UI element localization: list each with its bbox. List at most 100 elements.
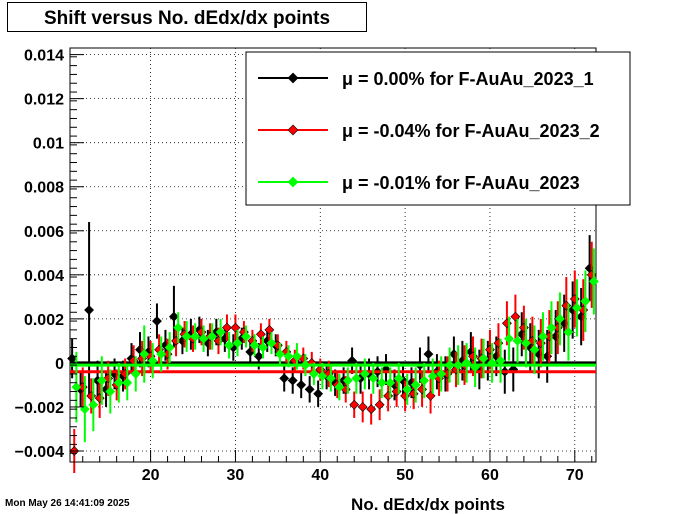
legend-label: μ = -0.04% for F-AuAu_2023_2 (342, 121, 600, 141)
data-point (313, 388, 324, 399)
data-point (173, 322, 184, 333)
data-point (222, 322, 232, 333)
footer-timestamp: Mon May 26 14:41:09 2025 (5, 498, 130, 509)
data-point (555, 313, 565, 324)
data-point (485, 344, 495, 355)
data-point (546, 322, 557, 333)
data-point (461, 357, 472, 368)
series-3 (70, 248, 599, 443)
data-point (383, 391, 394, 401)
data-point (529, 344, 540, 355)
data-point (325, 373, 336, 384)
data-point (207, 331, 218, 342)
data-point (563, 327, 574, 337)
chart-title: Shift versus No. dEdx/dx points (43, 8, 331, 29)
data-point (253, 351, 264, 362)
data-point (86, 391, 97, 401)
data-point (493, 338, 504, 349)
data-point (512, 335, 523, 346)
data-point (569, 294, 580, 304)
data-point (357, 402, 368, 412)
data-point (538, 331, 548, 342)
y-tick-label: −0.004 (15, 444, 64, 461)
data-point (436, 368, 447, 379)
data-point (542, 351, 553, 362)
data-point (304, 384, 315, 395)
legend: μ = 0.00% for F-AuAu_2023_1 μ = -0.04% fo… (245, 51, 631, 206)
y-tick-label: 0.006 (24, 224, 64, 241)
legend-label: μ = -0.01% for F-AuAu_2023 (342, 173, 580, 193)
data-point (508, 364, 519, 375)
data-point (152, 316, 162, 326)
data-point (427, 371, 438, 382)
data-point (300, 360, 311, 371)
x-tick-label: 70 (566, 467, 584, 484)
data-point (423, 349, 434, 360)
data-point (381, 364, 391, 375)
data-point (296, 380, 307, 390)
data-point (283, 351, 294, 362)
x-axis-label: No. dEdx/dx points (351, 495, 505, 514)
data-point (224, 340, 234, 351)
series-layer (67, 221, 599, 474)
data-point (501, 318, 512, 329)
y-tick-label: 0.004 (24, 268, 64, 285)
data-point (292, 351, 302, 362)
data-point (366, 404, 377, 415)
y-tick-label: −0.002 (15, 400, 64, 417)
x-tick-label: 50 (396, 467, 414, 484)
data-point (393, 373, 404, 384)
data-point (510, 311, 521, 322)
legend-label: μ = 0.00% for F-AuAu_2023_1 (342, 69, 594, 89)
x-tick-label: 30 (227, 467, 245, 484)
data-point (359, 368, 370, 379)
data-point (478, 353, 489, 364)
data-point (169, 311, 179, 322)
legend-marker (287, 176, 299, 188)
data-point (374, 399, 385, 410)
y-tick-label: 0 (55, 356, 64, 373)
data-point (588, 276, 599, 287)
axes: −0.004 −0.002 0 0.002 0.004 0.006 0.008 0.01 0.0… (15, 47, 593, 484)
data-point (113, 377, 124, 388)
legend-marker (287, 72, 299, 84)
data-point (410, 380, 421, 390)
legend-marker (287, 124, 299, 136)
data-point (79, 404, 90, 415)
data-point (190, 331, 201, 342)
data-point (308, 368, 319, 379)
data-point (351, 373, 362, 384)
data-point (230, 322, 241, 333)
data-point (342, 375, 353, 386)
data-point (275, 349, 285, 360)
data-point (181, 331, 192, 342)
data-point (571, 302, 582, 313)
data-point (334, 382, 345, 393)
data-point (96, 375, 107, 386)
data-point (368, 373, 379, 384)
data-point (448, 349, 459, 360)
data-point (349, 399, 360, 410)
plot-frame (69, 47, 597, 463)
data-point (258, 342, 268, 353)
data-point (147, 355, 158, 366)
data-point (419, 375, 430, 386)
data-point (453, 360, 464, 371)
data-point (580, 296, 591, 307)
data-point (504, 333, 514, 344)
data-point (425, 391, 436, 401)
y-tick-label: 0.014 (24, 48, 64, 65)
data-point (130, 368, 141, 379)
data-point (139, 349, 150, 360)
x-tick-label: 40 (311, 467, 329, 484)
data-point (88, 399, 99, 410)
data-point (487, 357, 497, 368)
data-point (279, 373, 290, 384)
data-point (402, 384, 413, 395)
data-point (156, 349, 167, 360)
chart-title-box: Shift versus No. dEdx/dx points (7, 2, 367, 32)
y-tick-label: 0.012 (24, 92, 64, 109)
data-point (164, 342, 175, 353)
data-point (287, 375, 298, 386)
